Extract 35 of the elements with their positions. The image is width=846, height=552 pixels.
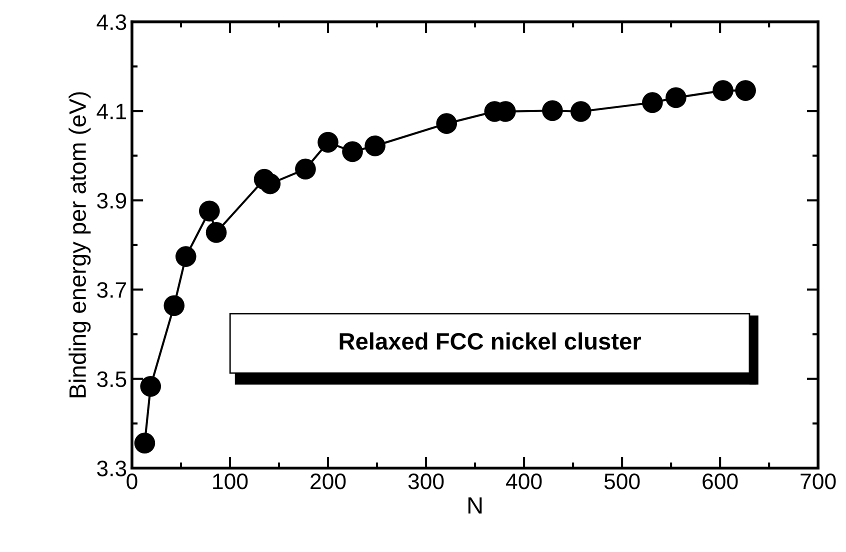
point — [134, 432, 156, 454]
point — [666, 87, 686, 108]
annotation: Relaxed FCC nickel cluster — [340, 332, 641, 350]
point — [570, 101, 592, 122]
point — [164, 295, 185, 316]
point — [642, 92, 663, 113]
point — [342, 141, 363, 162]
x-tick-label: 500 — [604, 474, 640, 490]
y-tick-label: 3.7 — [97, 282, 126, 298]
y-tick-label: 3.9 — [97, 192, 126, 209]
y-tick-label: 3.5 — [97, 371, 126, 388]
x-tick-label: 200 — [310, 474, 346, 490]
point — [318, 132, 338, 153]
y-axis-title: Binding energy per atom (eV) — [68, 92, 91, 398]
y-tick-label: 4.3 — [96, 14, 126, 30]
point — [436, 113, 458, 134]
x-tick-label: 700 — [800, 474, 836, 490]
x-tick-label: 100 — [213, 474, 248, 490]
x-tick-label: 300 — [408, 474, 444, 490]
y-tick-label: 4.1 — [96, 104, 126, 120]
x-tick-label: 600 — [702, 474, 738, 490]
x-tick-label: 400 — [506, 474, 542, 490]
x-axis-title: N — [468, 497, 482, 514]
point — [364, 135, 386, 156]
point — [140, 376, 162, 397]
point — [260, 173, 281, 194]
point — [735, 80, 756, 101]
point — [542, 100, 563, 122]
point — [295, 158, 316, 180]
point — [712, 80, 734, 101]
x-tick-label: 0 — [126, 474, 138, 490]
y-tick-label: 3.3 — [97, 460, 126, 476]
point — [198, 200, 220, 222]
point — [206, 222, 227, 243]
point — [175, 246, 196, 267]
